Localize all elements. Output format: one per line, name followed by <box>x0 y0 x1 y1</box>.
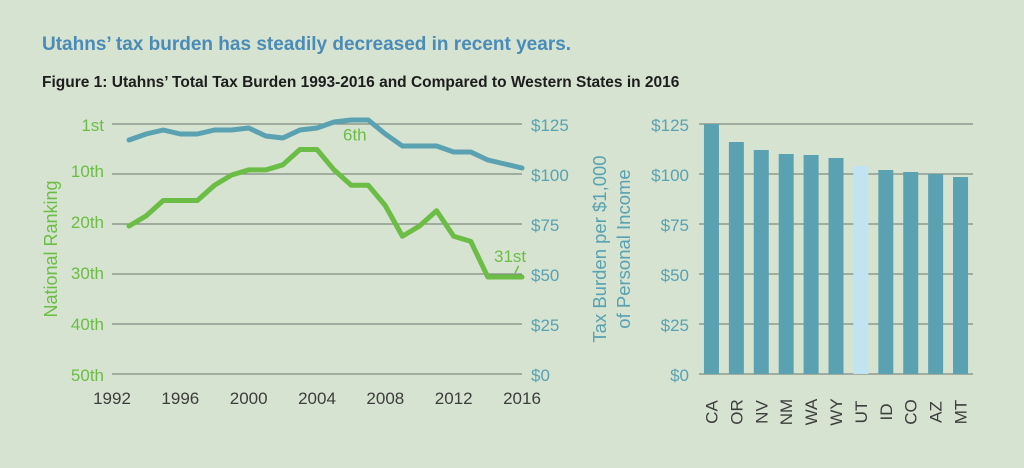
headline: Utahns’ tax burden has steadily decrease… <box>42 34 572 55</box>
left-tick-label: 30th <box>71 264 104 283</box>
bar-mt <box>953 177 969 374</box>
right-tick-label: $75 <box>531 216 559 235</box>
bar-nm <box>778 154 794 374</box>
right-tick-label: $0 <box>531 366 550 385</box>
bar-az <box>928 174 944 374</box>
y-tick-label: $0 <box>670 366 689 385</box>
annotation-6th: 6th <box>343 126 367 145</box>
bar-ca <box>703 124 719 374</box>
right-tick-label: $125 <box>531 116 569 135</box>
x-tick-label: 1992 <box>93 389 131 408</box>
x-tick-label: 2008 <box>366 389 404 408</box>
figure-title: Figure 1: Utahns’ Total Tax Burden 1993-… <box>42 74 680 91</box>
category-label: CO <box>902 399 921 425</box>
line-chart: 1st 10th 20th 30th 40th 50th $125 $100 $75 $50 $25… <box>41 116 634 408</box>
left-axis-label: National Ranking <box>41 180 61 317</box>
category-label: WA <box>802 398 821 425</box>
y-tick-label: $25 <box>661 316 689 335</box>
category-label: NV <box>752 400 771 424</box>
bar-wa <box>803 155 819 374</box>
right-axis-label: of Personal Income <box>613 169 634 328</box>
category-label: ID <box>877 404 896 421</box>
bar-id <box>878 170 894 374</box>
right-tick-label: $100 <box>531 166 569 185</box>
category-label: NM <box>777 399 796 425</box>
bar-wy <box>828 158 844 374</box>
x-tick-label: 2004 <box>298 389 336 408</box>
right-axis-label: Tax Burden per $1,000 <box>589 155 610 342</box>
bar-co <box>903 172 919 374</box>
left-tick-label: 10th <box>71 162 104 181</box>
tax-burden-line <box>126 117 525 171</box>
left-tick-label: 50th <box>71 366 104 385</box>
y-tick-label: $50 <box>661 266 689 285</box>
bar-chart: $125 $100 $75 $50 $25 $0 CA OR NV NM WA WY UT ID CO AZ M… <box>651 116 973 426</box>
annotation-leader <box>514 265 520 274</box>
ranking-line <box>126 147 525 280</box>
y-tick-label: $125 <box>651 116 689 135</box>
annotation-31st: 31st <box>494 247 526 266</box>
left-tick-label: 1st <box>81 116 104 135</box>
bar-nv <box>753 150 769 374</box>
category-label: AZ <box>927 401 946 423</box>
x-tick-label: 2016 <box>503 389 541 408</box>
category-label: UT <box>852 401 871 424</box>
x-tick-label: 2012 <box>435 389 473 408</box>
category-label: OR <box>727 399 746 425</box>
bar-or <box>728 142 744 374</box>
category-label: WY <box>827 398 846 425</box>
y-tick-label: $100 <box>651 166 689 185</box>
category-label: CA <box>702 400 721 424</box>
right-tick-label: $25 <box>531 316 559 335</box>
category-label: MT <box>952 400 971 425</box>
right-tick-label: $50 <box>531 266 559 285</box>
x-tick-label: 2000 <box>230 389 268 408</box>
y-tick-label: $75 <box>661 216 689 235</box>
x-tick-label: 1996 <box>161 389 199 408</box>
bar-ut <box>853 166 869 374</box>
left-tick-label: 40th <box>71 315 104 334</box>
left-tick-label: 20th <box>71 213 104 232</box>
